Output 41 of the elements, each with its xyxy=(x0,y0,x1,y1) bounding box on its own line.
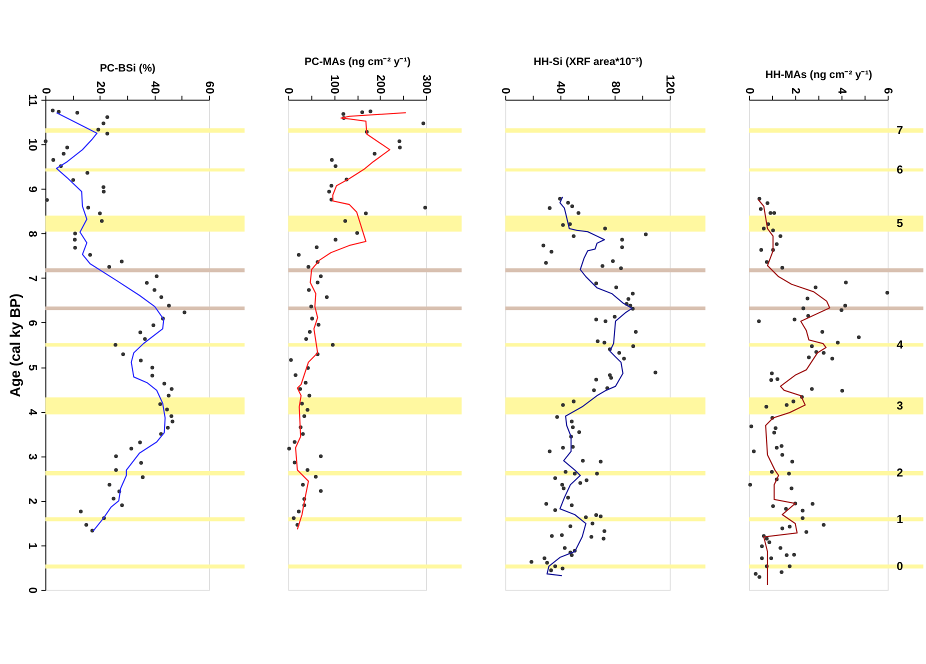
x-axis-title: HH-MAs (ng cm⁻² y⁻¹) xyxy=(765,68,873,81)
y-tick-label: 9 xyxy=(26,186,38,193)
x-tick-label: 0 xyxy=(282,88,294,94)
band-label: 7 xyxy=(896,125,904,138)
y-tick-label: 11 xyxy=(26,94,38,107)
band-label: 0 xyxy=(896,561,904,574)
x-tick-label: 4 xyxy=(835,88,848,95)
band-label: 3 xyxy=(896,400,904,412)
band-label: 4 xyxy=(896,339,904,352)
x-axis-title: PC-BSi (%) xyxy=(100,62,156,74)
x-tick-label: 40 xyxy=(148,81,160,94)
band-label: 6 xyxy=(896,164,904,177)
band-label: 1 xyxy=(896,514,904,526)
x-tick-label: 60 xyxy=(202,81,215,94)
x-tick-label: 2 xyxy=(789,88,802,94)
x-tick-label: 100 xyxy=(328,74,340,94)
x-tick-label: 80 xyxy=(608,81,621,94)
y-tick-label: 2 xyxy=(26,498,38,504)
y-tick-label: 1 xyxy=(26,542,38,550)
x-tick-label: 0 xyxy=(742,88,755,94)
x-tick-label: 40 xyxy=(554,81,566,94)
y-tick-label: 7 xyxy=(26,275,38,282)
band-label: 2 xyxy=(896,468,904,480)
y-tick-label: 10 xyxy=(26,138,38,152)
band-label: 5 xyxy=(896,218,904,230)
x-tick-label: 300 xyxy=(420,74,432,94)
y-tick-label: 8 xyxy=(26,230,38,238)
y-tick-label: 3 xyxy=(26,453,38,460)
x-tick-label: 6 xyxy=(882,88,894,94)
y-tick-label: 5 xyxy=(26,364,38,372)
x-tick-label: 20 xyxy=(94,81,106,94)
x-tick-label: 0 xyxy=(39,88,52,94)
x-tick-label: 0 xyxy=(499,88,512,94)
y-tick-label: 4 xyxy=(26,408,38,416)
x-axis-title: PC-MAs (ng cm⁻² y⁻¹) xyxy=(304,56,412,68)
x-axis-title: HH-Si (XRF area*10⁻³) xyxy=(534,56,643,68)
y-tick-label: 6 xyxy=(26,320,38,326)
x-tick-label: 120 xyxy=(664,74,676,94)
y-tick-label: 0 xyxy=(26,587,38,594)
x-tick-label: 200 xyxy=(374,74,386,94)
y-axis-title: Age (cal ky BP) xyxy=(8,293,24,398)
